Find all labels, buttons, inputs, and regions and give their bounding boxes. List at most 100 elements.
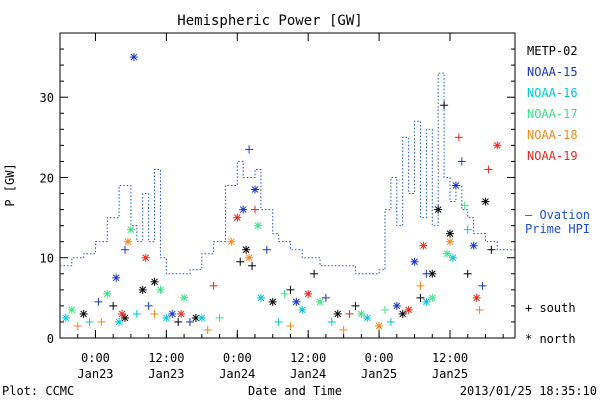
data-point-noaa-19-south — [209, 281, 218, 290]
data-point-noaa-16-north — [256, 293, 265, 302]
data-point-noaa-15-north — [112, 273, 121, 282]
legend-item-noaa-17: NOAA-17 — [527, 107, 578, 121]
data-point-noaa-19-north — [177, 309, 186, 318]
data-point-noaa-17-south — [381, 305, 389, 314]
data-point-noaa-17-north — [443, 249, 452, 258]
plot-timestamp: 2013/01/25 18:35:10 — [460, 384, 597, 398]
data-point-noaa-15-south — [186, 317, 194, 326]
data-point-noaa-15-north — [168, 309, 177, 318]
data-point-metp-02-north — [242, 245, 251, 254]
data-point-noaa-17-north — [428, 293, 437, 302]
y-axis: 0 10 20 30 — [40, 48, 515, 346]
data-markers — [61, 53, 502, 334]
data-point-metp-02-south — [310, 269, 319, 278]
data-point-metp-02-south — [351, 301, 360, 310]
data-point-noaa-18-south — [203, 325, 212, 334]
data-point-noaa-15-south — [422, 269, 431, 278]
legend-item-noaa-15: NOAA-15 — [527, 65, 578, 79]
data-point-metp-02-north — [481, 197, 490, 206]
data-point-noaa-15-south — [262, 245, 271, 254]
x-tick-date: Jan25 — [432, 367, 468, 381]
data-point-noaa-16-south — [274, 317, 283, 326]
x-tick-time: 0:00 — [81, 351, 110, 365]
data-point-noaa-17-north — [253, 221, 262, 230]
x-tick-date: Jan24 — [290, 367, 326, 381]
data-point-noaa-16-south — [85, 317, 94, 326]
data-point-metp-02-south — [440, 101, 449, 110]
data-point-metp-02-north — [446, 229, 454, 238]
data-point-noaa-19-north — [141, 253, 150, 262]
y-tick-label: 10 — [40, 252, 54, 266]
data-point-noaa-15-south — [321, 293, 330, 302]
data-point-noaa-15-south — [245, 145, 254, 154]
data-point-metp-02-north — [398, 309, 407, 318]
data-point-noaa-18-south — [416, 281, 425, 290]
data-point-noaa-15-north — [292, 297, 301, 306]
data-point-noaa-19-south — [251, 205, 259, 214]
data-point-noaa-17-north — [180, 293, 189, 302]
data-point-noaa-16-north — [363, 313, 372, 322]
data-point-metp-02-north — [138, 285, 147, 294]
data-point-noaa-15-north — [451, 181, 460, 190]
data-point-noaa-18-south — [286, 321, 295, 330]
data-point-noaa-15-north — [129, 53, 138, 62]
plot-frame — [59, 32, 516, 339]
data-point-noaa-18-north — [375, 321, 384, 330]
data-point-noaa-19-south — [454, 133, 463, 142]
data-point-metp-02-north — [79, 309, 88, 318]
data-point-noaa-15-north — [410, 257, 419, 266]
data-point-noaa-15-north — [392, 301, 401, 310]
y-axis-label: P [GW] — [3, 163, 17, 206]
x-tick-date: Jan23 — [77, 367, 113, 381]
legend-item-noaa-19: NOAA-19 — [527, 149, 578, 163]
data-point-metp-02-south — [286, 285, 295, 294]
ovation-hpi-step-line — [60, 72, 515, 275]
data-point-noaa-15-north — [251, 185, 259, 194]
data-point-noaa-19-south — [345, 309, 354, 318]
data-point-noaa-18-north — [123, 237, 132, 246]
legend-ovation-line2: Prime HPI — [525, 222, 590, 236]
data-point-noaa-16-north — [448, 253, 457, 262]
x-axis: 0:00 Jan23 12:00 Jan23 0:00 Jan24 12:00 Jan24 0:… — [59, 33, 504, 381]
data-point-noaa-19-north — [233, 213, 242, 222]
data-point-metp-02-north — [150, 277, 159, 286]
data-point-noaa-16-north — [162, 313, 171, 322]
x-tick-time: 12:00 — [148, 351, 184, 365]
legend-item-noaa-18: NOAA-18 — [527, 128, 578, 142]
x-tick-time: 12:00 — [432, 351, 468, 365]
data-point-noaa-18-south — [97, 317, 106, 326]
data-point-noaa-16-south — [327, 317, 336, 326]
data-point-noaa-16-north — [61, 313, 70, 322]
data-point-noaa-16-south — [463, 225, 472, 234]
data-point-noaa-19-north — [304, 289, 313, 298]
data-point-noaa-17-south — [215, 313, 224, 322]
x-axis-label: Date and Time — [248, 384, 342, 398]
y-tick-label: 0 — [47, 332, 54, 346]
chart-title: Hemispheric Power [GW] — [177, 13, 362, 29]
data-point-metp-02-north — [268, 297, 277, 306]
data-point-metp-02-north — [121, 313, 129, 322]
data-point-noaa-18-south — [150, 309, 159, 318]
data-point-noaa-15-north — [469, 241, 478, 250]
x-tick-date: Jan25 — [361, 367, 397, 381]
data-point-metp-02-south — [463, 269, 472, 278]
legend-item-noaa-16: NOAA-16 — [527, 86, 578, 100]
data-point-noaa-16-south — [386, 317, 395, 326]
data-point-metp-02-south — [174, 317, 183, 326]
data-point-noaa-19-north — [472, 293, 481, 302]
data-point-noaa-16-south — [132, 309, 141, 318]
data-point-noaa-19-south — [484, 165, 493, 174]
data-point-noaa-18-south — [73, 321, 82, 330]
data-point-noaa-16-north — [115, 317, 124, 326]
data-point-noaa-16-north — [298, 305, 307, 314]
data-point-noaa-19-north — [419, 241, 428, 250]
data-point-metp-02-north — [333, 309, 342, 318]
ovation-prime-hpi-line — [60, 72, 515, 275]
data-point-metp-02-south — [236, 257, 245, 266]
data-point-noaa-17-north — [103, 289, 112, 298]
data-point-metp-02-south — [109, 301, 118, 310]
x-tick-date: Jan24 — [219, 367, 255, 381]
data-point-noaa-15-north — [239, 205, 248, 214]
data-point-noaa-19-north — [118, 309, 127, 318]
